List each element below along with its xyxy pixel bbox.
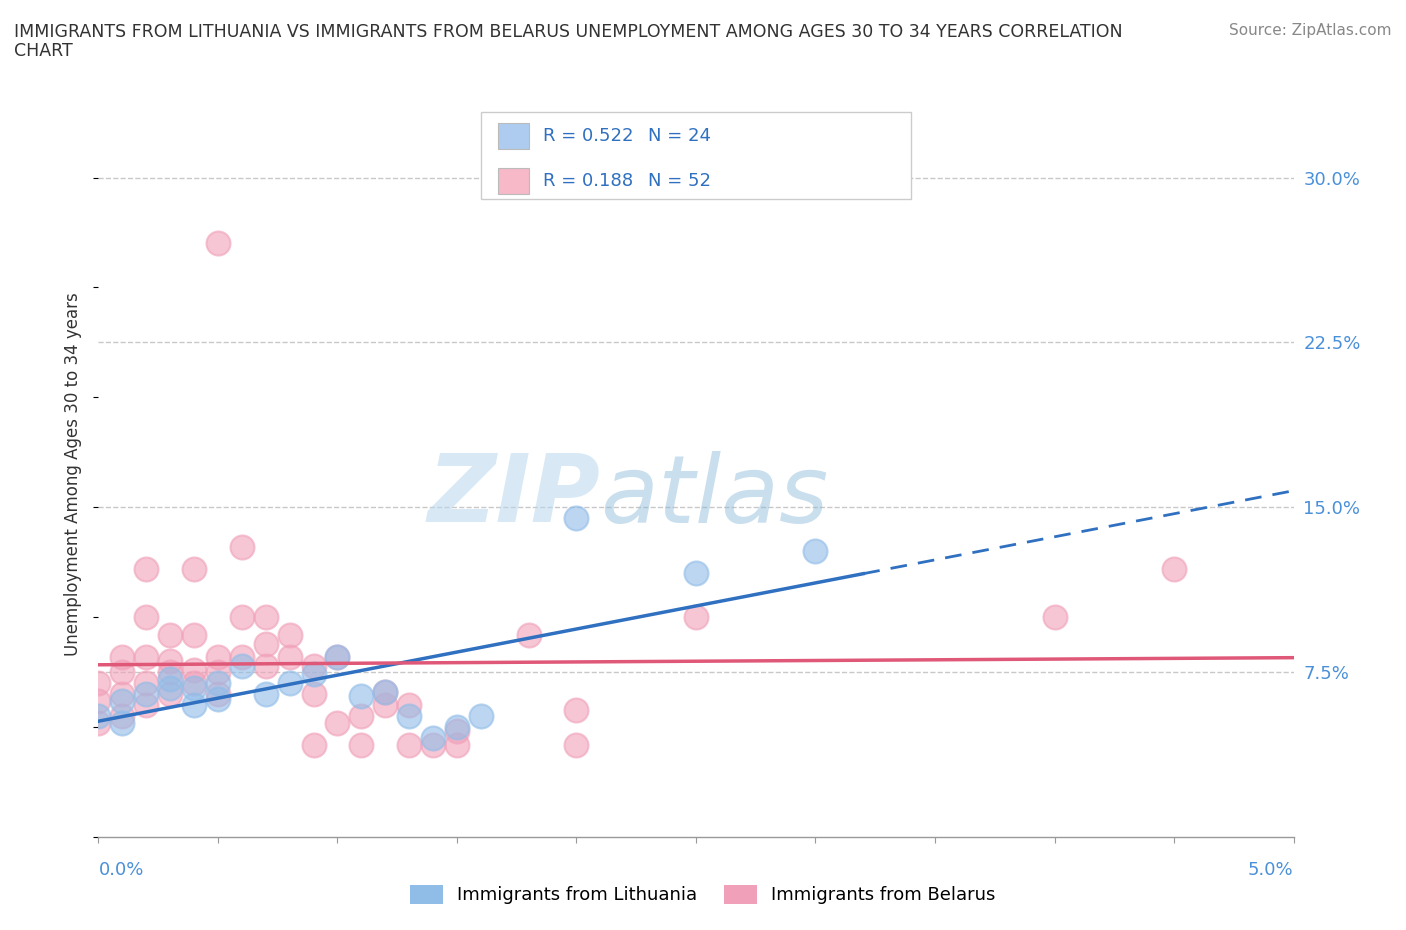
Text: IMMIGRANTS FROM LITHUANIA VS IMMIGRANTS FROM BELARUS UNEMPLOYMENT AMONG AGES 30 : IMMIGRANTS FROM LITHUANIA VS IMMIGRANTS …: [14, 23, 1122, 41]
Point: [111, 715, 134, 730]
Point: [517, 628, 540, 643]
Point: [398, 709, 420, 724]
Point: [231, 539, 253, 554]
Point: [135, 676, 157, 691]
Point: [159, 686, 181, 701]
Point: [231, 649, 253, 664]
Text: Source: ZipAtlas.com: Source: ZipAtlas.com: [1229, 23, 1392, 38]
Point: [254, 610, 277, 625]
Point: [422, 737, 444, 752]
Text: N = 24: N = 24: [648, 126, 711, 144]
Text: R = 0.522: R = 0.522: [543, 126, 633, 144]
Point: [207, 649, 229, 664]
Point: [565, 511, 588, 525]
Point: [135, 686, 157, 701]
Point: [326, 649, 349, 664]
Point: [374, 684, 396, 699]
Point: [278, 676, 301, 691]
Point: [422, 731, 444, 746]
Point: [111, 649, 134, 664]
Point: [207, 665, 229, 680]
Point: [565, 737, 588, 752]
Point: [135, 562, 157, 577]
Point: [135, 649, 157, 664]
Point: [804, 544, 827, 559]
Legend: Immigrants from Lithuania, Immigrants from Belarus: Immigrants from Lithuania, Immigrants fr…: [404, 878, 1002, 911]
Point: [135, 698, 157, 712]
Point: [111, 709, 134, 724]
Point: [398, 698, 420, 712]
Point: [302, 686, 325, 701]
Text: 5.0%: 5.0%: [1249, 860, 1294, 879]
Point: [159, 628, 181, 643]
Point: [326, 649, 349, 664]
Point: [350, 709, 373, 724]
Point: [446, 737, 468, 752]
Point: [470, 709, 492, 724]
Point: [446, 720, 468, 735]
Point: [135, 610, 157, 625]
Point: [87, 676, 110, 691]
Point: [350, 689, 373, 704]
Text: 0.0%: 0.0%: [98, 860, 143, 879]
Point: [159, 680, 181, 695]
Point: [326, 715, 349, 730]
Point: [183, 662, 205, 677]
Text: N = 52: N = 52: [648, 172, 711, 190]
Point: [207, 691, 229, 706]
Point: [1043, 610, 1066, 625]
Point: [207, 686, 229, 701]
Point: [254, 658, 277, 673]
Point: [350, 737, 373, 752]
Point: [302, 658, 325, 673]
Point: [231, 610, 253, 625]
Point: [159, 665, 181, 680]
Point: [1163, 562, 1185, 577]
Text: atlas: atlas: [600, 450, 828, 541]
Point: [111, 693, 134, 708]
Point: [302, 737, 325, 752]
Point: [183, 562, 205, 577]
Point: [374, 684, 396, 699]
Point: [565, 702, 588, 717]
Point: [87, 715, 110, 730]
Point: [398, 737, 420, 752]
Point: [159, 654, 181, 669]
Point: [446, 724, 468, 739]
Point: [302, 667, 325, 682]
Text: R = 0.188: R = 0.188: [543, 172, 633, 190]
Point: [111, 665, 134, 680]
Point: [278, 628, 301, 643]
Point: [183, 680, 205, 695]
Text: CHART: CHART: [14, 42, 73, 60]
Point: [254, 686, 277, 701]
Point: [183, 628, 205, 643]
Point: [207, 236, 229, 251]
Point: [183, 676, 205, 691]
Y-axis label: Unemployment Among Ages 30 to 34 years: Unemployment Among Ages 30 to 34 years: [65, 292, 83, 657]
Point: [111, 686, 134, 701]
Point: [87, 709, 110, 724]
Point: [87, 693, 110, 708]
Point: [231, 658, 253, 673]
Point: [278, 649, 301, 664]
Point: [685, 565, 707, 580]
Point: [159, 671, 181, 686]
Point: [374, 698, 396, 712]
Point: [685, 610, 707, 625]
Text: ZIP: ZIP: [427, 450, 600, 542]
Point: [254, 636, 277, 651]
Point: [183, 698, 205, 712]
Point: [207, 676, 229, 691]
